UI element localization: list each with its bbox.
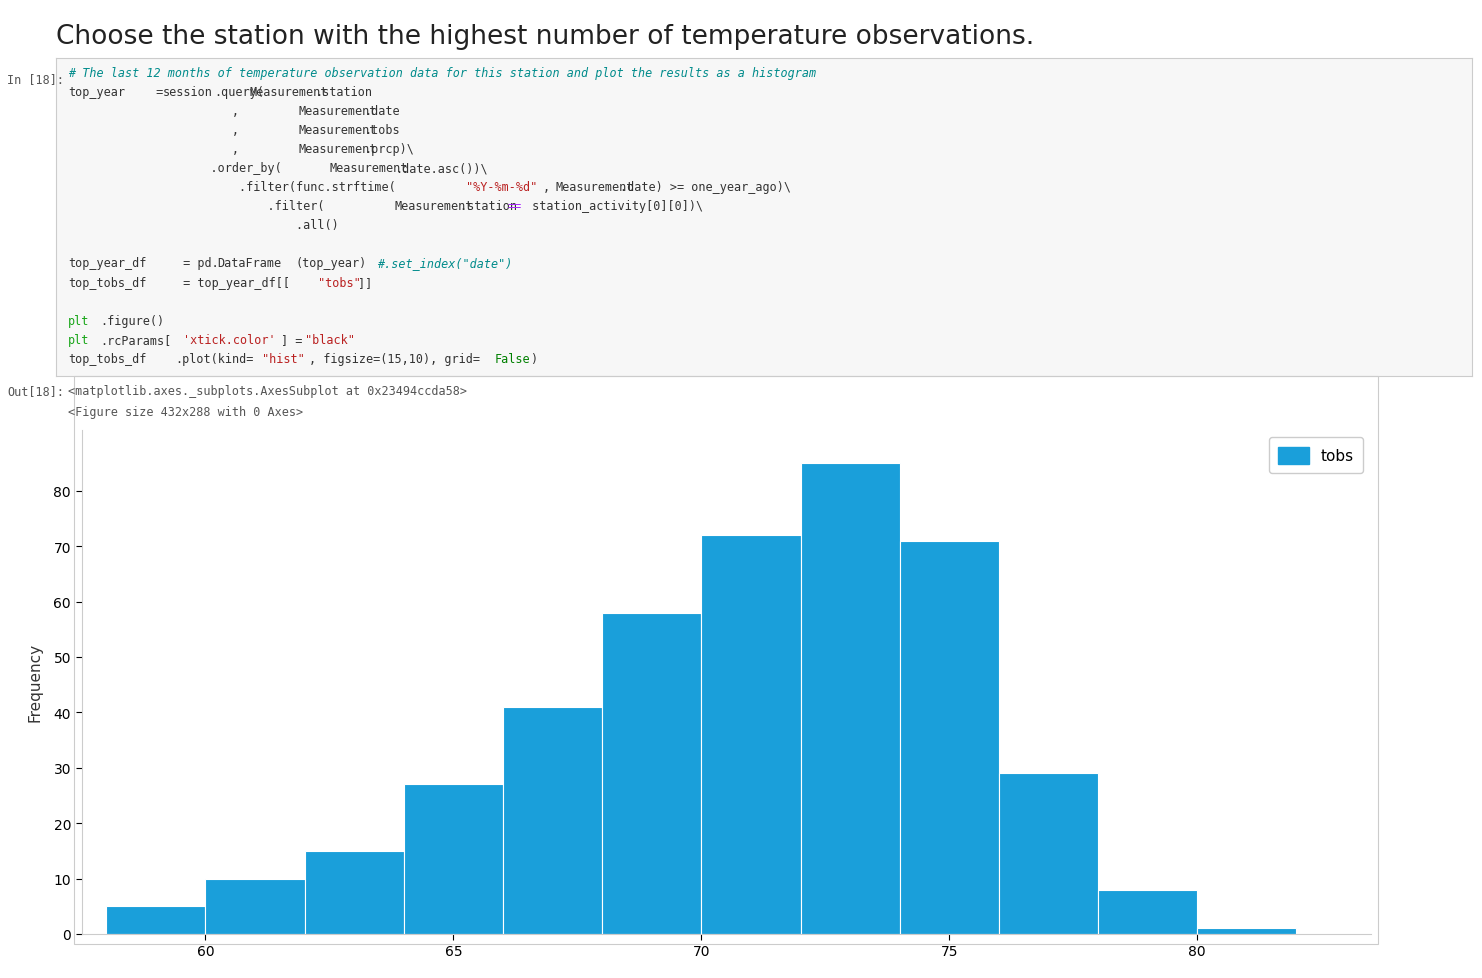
Text: "%Y-%m-%d": "%Y-%m-%d" — [465, 181, 538, 194]
Bar — [1197, 928, 1297, 934]
Bar — [405, 784, 502, 934]
Text: =: = — [148, 86, 170, 99]
Bar — [701, 536, 800, 934]
Text: .prcp)\: .prcp)\ — [365, 143, 413, 156]
Text: Measurement: Measurement — [298, 143, 376, 156]
Text: top_tobs_df: top_tobs_df — [68, 352, 147, 366]
Bar — [602, 613, 701, 934]
Bar — [305, 851, 405, 934]
Bar — [900, 541, 999, 934]
Text: .figure(): .figure() — [101, 314, 165, 328]
Text: .filter(func.strftime(: .filter(func.strftime( — [68, 181, 396, 194]
Text: , figsize=(15,10), grid=: , figsize=(15,10), grid= — [308, 352, 480, 366]
Text: ): ) — [529, 352, 536, 366]
Text: plt: plt — [68, 333, 89, 346]
Text: "hist": "hist" — [261, 352, 304, 366]
Text: .query(: .query( — [215, 86, 264, 99]
Text: .all(): .all() — [68, 219, 339, 232]
Text: .filter(: .filter( — [68, 200, 325, 213]
Text: = pd.: = pd. — [175, 257, 218, 270]
Text: Measurement: Measurement — [329, 162, 408, 175]
Y-axis label: Frequency: Frequency — [27, 643, 43, 722]
Text: .rcParams[: .rcParams[ — [101, 333, 172, 346]
Text: .date: .date — [365, 105, 400, 117]
Text: (top_year): (top_year) — [295, 257, 368, 270]
Text: Measurement: Measurement — [249, 86, 328, 99]
Text: ] =: ] = — [282, 333, 310, 346]
Text: ]]: ]] — [357, 277, 372, 289]
Text: ==: == — [507, 200, 522, 213]
Bar — [999, 774, 1098, 934]
Text: #.set_index("date"): #.set_index("date") — [376, 257, 513, 270]
Text: Measurement: Measurement — [298, 124, 376, 137]
Text: top_year_df: top_year_df — [68, 257, 147, 270]
Text: Choose the station with the highest number of temperature observations.: Choose the station with the highest numb… — [56, 24, 1034, 51]
Text: .plot(kind=: .plot(kind= — [175, 352, 253, 366]
Text: = top_year_df[[: = top_year_df[[ — [175, 277, 289, 289]
Text: "tobs": "tobs" — [317, 277, 360, 289]
Bar — [1098, 890, 1197, 934]
Text: ,: , — [68, 124, 246, 137]
Bar — [107, 907, 206, 934]
Text: Measurement: Measurement — [394, 200, 473, 213]
Bar — [800, 464, 900, 934]
Text: .date.asc())\: .date.asc())\ — [394, 162, 488, 175]
Text: ,: , — [68, 143, 246, 156]
Text: ,: , — [542, 181, 557, 194]
Bar — [502, 707, 602, 934]
Text: top_year: top_year — [68, 86, 124, 99]
Text: .tobs: .tobs — [365, 124, 400, 137]
Legend: tobs: tobs — [1269, 438, 1363, 474]
Text: # The last 12 months of temperature observation data for this station and plot t: # The last 12 months of temperature obse… — [68, 67, 817, 79]
Bar — [206, 878, 305, 934]
Text: Measurement: Measurement — [298, 105, 376, 117]
Text: Out[18]:: Out[18]: — [7, 384, 64, 397]
Text: session: session — [162, 86, 212, 99]
Text: plt: plt — [68, 314, 89, 328]
Text: station_activity[0][0])\: station_activity[0][0])\ — [525, 200, 704, 213]
Text: In [18]:: In [18]: — [7, 73, 64, 86]
Text: .order_by(: .order_by( — [68, 162, 282, 175]
Text: .station: .station — [459, 200, 525, 213]
Text: DataFrame: DataFrame — [218, 257, 282, 270]
Text: 'xtick.color': 'xtick.color' — [182, 333, 276, 346]
Text: .station: .station — [314, 86, 372, 99]
Text: <matplotlib.axes._subplots.AxesSubplot at 0x23494ccda58>: <matplotlib.axes._subplots.AxesSubplot a… — [68, 384, 467, 397]
Text: <Figure size 432x288 with 0 Axes>: <Figure size 432x288 with 0 Axes> — [68, 406, 304, 419]
Text: False: False — [494, 352, 531, 366]
Text: .date) >= one_year_ago)\: .date) >= one_year_ago)\ — [619, 181, 791, 194]
Text: top_tobs_df: top_tobs_df — [68, 277, 147, 289]
Text: ,: , — [68, 105, 246, 117]
Text: Measurement: Measurement — [554, 181, 633, 194]
Text: "black": "black" — [305, 333, 354, 346]
